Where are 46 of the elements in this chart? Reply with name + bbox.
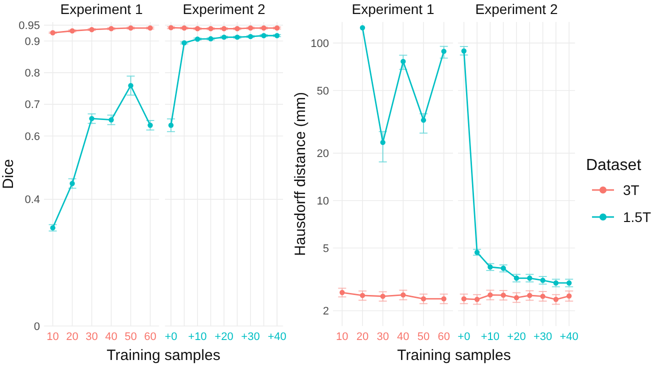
y-tick-label: 100 bbox=[310, 38, 329, 50]
x-tick-label: 10 bbox=[46, 331, 59, 343]
chart-title: Experiment 1 bbox=[352, 1, 434, 17]
x-tick-label: 60 bbox=[144, 331, 156, 343]
x-tick-label: 10 bbox=[336, 331, 348, 343]
y-tick-label: 2 bbox=[322, 306, 329, 318]
legend-label: 1.5T bbox=[623, 208, 652, 225]
y-tick-label: 0.9 bbox=[24, 36, 40, 48]
y-tick-label: 10 bbox=[316, 195, 329, 208]
x-tick-label: +20 bbox=[214, 331, 234, 343]
x-tick-label: +40 bbox=[268, 331, 286, 343]
y-tick-label: 0.6 bbox=[24, 130, 40, 143]
y-tick-label: 0.4 bbox=[24, 194, 40, 206]
x-tick-label: 50 bbox=[417, 331, 430, 343]
y-tick-label: 0.8 bbox=[24, 68, 40, 80]
x-tick-label: 30 bbox=[86, 331, 98, 343]
x-tick-label: 20 bbox=[66, 331, 78, 343]
chart-title: Experiment 2 bbox=[182, 1, 266, 17]
y-tick-label: 50 bbox=[316, 85, 329, 98]
y-axis-title: Dice bbox=[0, 158, 17, 190]
x-tick-label: 30 bbox=[376, 331, 389, 343]
x-tick-label: +40 bbox=[560, 331, 578, 343]
x-tick-label: +0 bbox=[164, 331, 178, 343]
x-tick-label: +10 bbox=[480, 331, 500, 343]
x-axis-title: Training samples bbox=[397, 347, 511, 364]
y-tick-label: 5 bbox=[322, 242, 329, 255]
chart-title: Experiment 2 bbox=[475, 1, 558, 17]
y-axis-title: Hausdorff distance (mm) bbox=[292, 92, 309, 256]
x-axis-title: Training samples bbox=[106, 347, 220, 364]
y-tick-label: 0.95 bbox=[18, 20, 40, 32]
y-tick-label: 20 bbox=[316, 148, 329, 160]
x-tick-label: 40 bbox=[105, 331, 118, 343]
x-tick-label: +20 bbox=[507, 331, 526, 343]
x-tick-label: +10 bbox=[188, 331, 207, 343]
x-tick-label: 40 bbox=[397, 331, 410, 343]
chart-title: Experiment 1 bbox=[60, 1, 143, 17]
x-tick-label: +30 bbox=[241, 331, 260, 343]
x-tick-label: 20 bbox=[356, 331, 369, 343]
y-tick-label: 0 bbox=[34, 320, 40, 333]
x-tick-label: +30 bbox=[533, 331, 552, 343]
x-tick-label: 60 bbox=[438, 331, 450, 343]
legend-label: 3T bbox=[623, 182, 640, 198]
x-tick-label: 50 bbox=[124, 331, 137, 343]
x-tick-label: +0 bbox=[458, 331, 470, 343]
y-tick-label: 0.7 bbox=[24, 99, 40, 112]
legend-title: Dataset bbox=[586, 157, 642, 174]
